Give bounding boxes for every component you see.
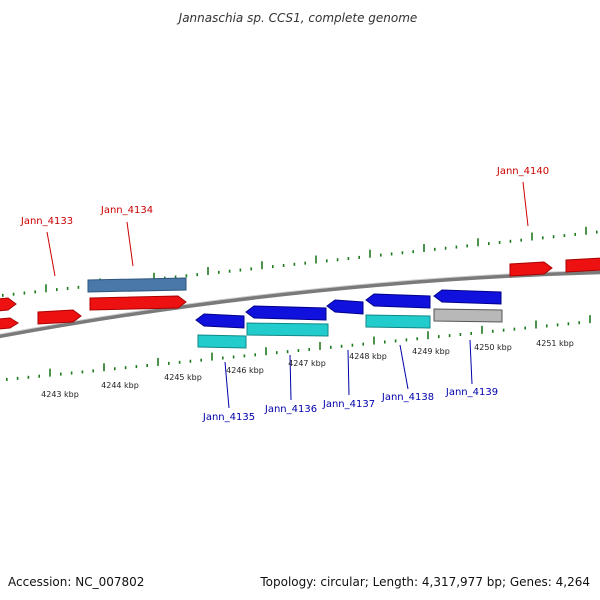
- gene-label-bottom: Jann_4139: [445, 387, 498, 398]
- leader-line: [469, 339, 473, 385]
- kbp-label: 4246 kbp: [226, 366, 264, 375]
- gene-label-top: Jann_4133: [20, 216, 73, 227]
- kbp-label: 4248 kbp: [349, 352, 387, 361]
- kbp-label: 4244 kbp: [101, 381, 139, 390]
- leader-line: [347, 349, 350, 396]
- kbp-label: 4245 kbp: [164, 373, 202, 382]
- leader-line: [522, 181, 529, 227]
- gene-label-bottom: Jann_4138: [381, 392, 434, 403]
- gene-label-top: Jann_4140: [496, 166, 549, 177]
- accession-text: Accession: NC_007802: [8, 575, 144, 589]
- gene-feature[interactable]: [565, 257, 600, 273]
- gene-feature[interactable]: [0, 297, 17, 312]
- gene-label-bottom: Jann_4137: [322, 399, 375, 410]
- gene-label-top: Jann_4134: [100, 205, 153, 216]
- kbp-label: 4247 kbp: [288, 359, 326, 368]
- gene-feature[interactable]: [509, 261, 553, 277]
- kbp-label: 4249 kbp: [412, 347, 450, 356]
- gene-features: [0, 257, 600, 349]
- gene-label-bottom: Jann_4135: [202, 412, 255, 423]
- gene-feature[interactable]: [0, 317, 19, 330]
- gene-feature[interactable]: [433, 289, 502, 305]
- leader-line: [46, 231, 56, 277]
- kbp-label: 4251 kbp: [536, 339, 574, 348]
- leader-line: [399, 344, 409, 390]
- gene-feature[interactable]: [433, 308, 503, 323]
- lower-scale-ticks: [6, 315, 600, 381]
- gene-feature[interactable]: [195, 313, 245, 329]
- gene-feature[interactable]: [245, 305, 327, 321]
- gene-feature[interactable]: [326, 299, 364, 315]
- gene-feature[interactable]: [197, 334, 247, 349]
- gene-labels: Jann_4133 Jann_4134 Jann_4140 Jann_4135 Jann…: [20, 166, 549, 423]
- kbp-label: 4250 kbp: [474, 343, 512, 352]
- leader-line: [126, 221, 134, 267]
- gene-label-bottom: Jann_4136: [264, 404, 317, 415]
- gene-feature[interactable]: [87, 277, 187, 293]
- leader-line: [224, 361, 230, 409]
- gene-feature[interactable]: [37, 309, 82, 325]
- gene-feature[interactable]: [365, 293, 431, 309]
- gene-feature[interactable]: [89, 295, 187, 311]
- kbp-scale-labels: 4243 kbp 4244 kbp 4245 kbp 4246 kbp 4247 kbp…: [41, 339, 574, 399]
- gene-feature[interactable]: [365, 314, 431, 329]
- leader-line: [289, 354, 292, 401]
- kbp-label: 4243 kbp: [41, 390, 79, 399]
- gene-feature[interactable]: [246, 322, 329, 337]
- genome-title: Jannaschia sp. CCS1, complete genome: [177, 11, 418, 25]
- topology-text: Topology: circular; Length: 4,317,977 bp…: [259, 575, 590, 589]
- label-leader-lines: [46, 181, 529, 409]
